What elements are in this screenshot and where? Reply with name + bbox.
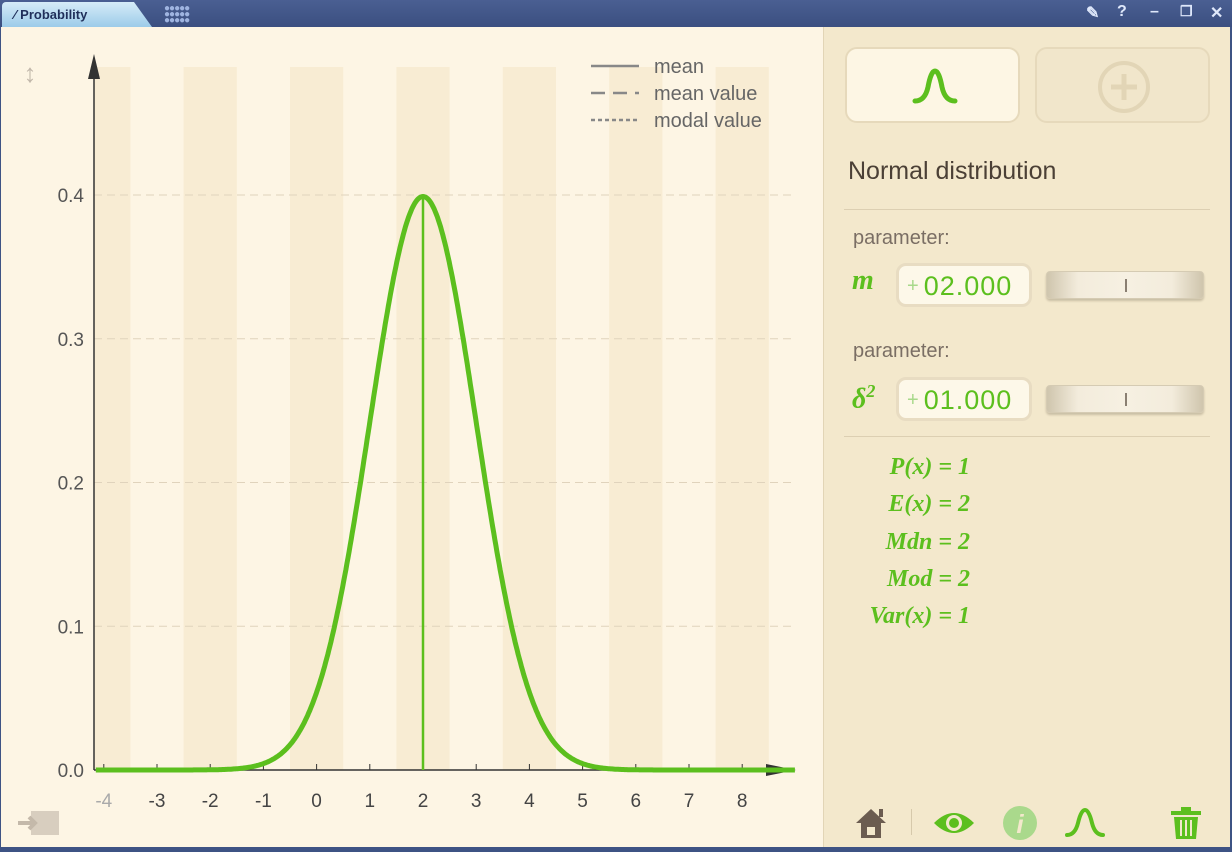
param-label: parameter:	[853, 227, 950, 249]
slider-thumb[interactable]	[1125, 393, 1127, 406]
y-tick-label: 0.3	[58, 330, 84, 351]
close-icon[interactable]: ✕	[1210, 5, 1224, 22]
chart-area[interactable]: 0.0 0.1 0.2 0.3 0.4 -4 -3 -2 -1 0 1 2 3 4 5 6 7 8 mean mean…	[1, 27, 823, 847]
density-curve	[94, 194, 797, 773]
stripe-band	[290, 67, 344, 770]
trash-icon[interactable]	[1168, 805, 1208, 845]
exit-book-icon[interactable]	[18, 811, 59, 835]
stat-probability: P(x) = 1	[889, 454, 970, 480]
stat-variance: Var(x) = 1	[869, 603, 970, 629]
add-distribution-button[interactable]	[1035, 47, 1210, 123]
bell-curve-icon[interactable]	[1064, 805, 1108, 845]
app-icon: ⁄	[14, 7, 17, 22]
x-tick-label: 5	[577, 791, 588, 812]
divider	[844, 436, 1210, 437]
y-tick-label: 0.0	[58, 761, 84, 782]
stripe-band	[502, 67, 556, 770]
restore-icon[interactable]: ❐	[1180, 3, 1193, 19]
title-bar: ⁄ Probability ●●●●● ●●●●● ●●●●● ✎ ? – ❐ ✕	[0, 0, 1232, 27]
x-tick-label: -1	[255, 791, 272, 812]
x-tick-label: 7	[684, 791, 695, 812]
minimize-icon[interactable]: –	[1150, 3, 1159, 20]
x-tick-label: 3	[471, 791, 482, 812]
x-tick-label: -4	[95, 791, 112, 812]
svg-text:i: i	[1016, 809, 1024, 839]
stat-mode: Mod = 2	[886, 566, 970, 592]
resize-vertical-icon[interactable]: ↕	[24, 58, 37, 88]
x-tick-label: 1	[365, 791, 376, 812]
slider-thumb[interactable]	[1125, 279, 1127, 292]
stripe-band	[715, 67, 769, 770]
legend-label: modal value	[654, 110, 762, 132]
stripe-band	[183, 67, 237, 770]
legend-label: mean	[654, 56, 704, 78]
grip-icon[interactable]: ●●●●● ●●●●● ●●●●●	[164, 3, 190, 26]
stripe-band	[94, 67, 131, 770]
sigma2-input[interactable]: +01.000	[896, 377, 1032, 421]
info-icon[interactable]: i	[1002, 805, 1042, 845]
x-tick-label: 8	[737, 791, 748, 812]
bell-curve-icon	[912, 68, 958, 104]
stat-median: Mdn = 2	[885, 529, 970, 555]
param-symbol-m: m	[852, 265, 874, 296]
pin-icon[interactable]: ✎	[1086, 5, 1100, 22]
side-panel: Normal distribution parameter: m +02.000…	[823, 27, 1230, 847]
distribution-button[interactable]	[845, 47, 1020, 123]
divider	[844, 209, 1210, 210]
m-input[interactable]: +02.000	[896, 263, 1032, 307]
tab-probability[interactable]: ⁄ Probability	[2, 2, 152, 27]
x-tick-label: 6	[631, 791, 642, 812]
distribution-name: Normal distribution	[848, 157, 1057, 185]
m-slider[interactable]	[1046, 271, 1204, 299]
plus-circle-icon	[1098, 61, 1150, 113]
y-tick-label: 0.4	[58, 186, 85, 207]
y-tick-label: 0.1	[58, 617, 84, 638]
x-tick-label: -3	[149, 791, 166, 812]
x-tick-label: 2	[418, 791, 429, 812]
stripe-band	[609, 67, 663, 770]
divider	[911, 809, 912, 835]
x-tick-label: 0	[311, 791, 322, 812]
help-icon[interactable]: ?	[1117, 3, 1127, 20]
stat-expected: E(x) = 2	[888, 491, 970, 517]
y-tick-label: 0.2	[58, 474, 84, 495]
x-tick-label: -2	[202, 791, 219, 812]
param-symbol-sigma2: δ2	[852, 381, 876, 415]
legend-label: mean value	[654, 83, 757, 105]
x-tick-label: 4	[524, 791, 535, 812]
home-icon[interactable]	[852, 805, 892, 845]
eye-icon[interactable]	[932, 805, 976, 845]
sigma2-slider[interactable]	[1046, 385, 1204, 413]
chart[interactable]: 0.0 0.1 0.2 0.3 0.4 -4 -3 -2 -1 0 1 2 3 4 5 6 7 8 mean mean…	[1, 27, 823, 847]
y-axis-arrow	[88, 54, 100, 79]
param-label: parameter:	[853, 340, 950, 362]
